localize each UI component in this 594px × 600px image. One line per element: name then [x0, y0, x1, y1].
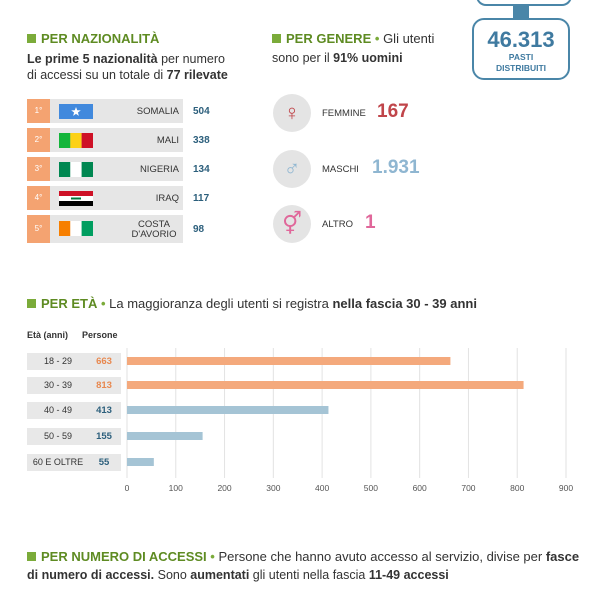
male-symbol-icon: ♂: [273, 150, 311, 188]
meals-label-2: DISTRIBUITI: [495, 63, 547, 73]
gender-desc: sono per il 91% uomini: [272, 51, 403, 65]
nationality-row-iraq: 4° IRAQ: [27, 186, 183, 210]
age-row: 18 - 29 663: [27, 353, 121, 370]
green-square-icon: [27, 552, 36, 561]
badge-stem: [513, 6, 529, 20]
gender-value-other: 1: [365, 212, 376, 233]
nationality-row-ivory-coast: 5° COSTA D'AVORIO: [27, 215, 183, 243]
iraq-flag-icon: [59, 191, 93, 206]
nationality-row-somalia: 1° SOMALIA: [27, 99, 183, 123]
age-row: 40 - 49 413: [27, 402, 121, 419]
age-column-header: Età (anni): [27, 330, 69, 340]
age-range-label: 18 - 29: [43, 356, 73, 366]
ivory-coast-flag-icon: [59, 221, 93, 236]
x-tick-label: 400: [315, 483, 329, 493]
green-square-icon: [272, 34, 281, 43]
green-square-icon: [27, 34, 36, 43]
nationality-name: NIGERIA: [139, 164, 179, 175]
age-value-label: 413: [96, 405, 112, 416]
persons-column-header: Persone: [82, 330, 118, 340]
gender-title: PER GENERE • Gli utenti: [272, 31, 434, 47]
age-value-label: 155: [96, 431, 112, 442]
female-symbol-icon: ♀: [273, 94, 311, 132]
meals-count: 46.313: [487, 27, 555, 52]
mali-flag-icon: [59, 133, 93, 148]
nationality-value: 117: [193, 193, 210, 204]
nigeria-flag-icon: [59, 162, 93, 177]
x-tick-label: 100: [169, 483, 183, 493]
rank-badge: 4°: [27, 186, 50, 210]
nationality-desc-1: Le prime 5 nazionalità per numero: [27, 52, 225, 66]
somalia-flag-icon: [59, 104, 93, 119]
nationality-value: 338: [193, 135, 210, 146]
other-gender-symbol-icon: ⚥: [273, 205, 311, 243]
nationality-title: PER NAZIONALITÀ: [27, 31, 159, 47]
age-range-label: 60 E OLTRE: [32, 457, 84, 467]
age-row: 60 E OLTRE 55: [27, 454, 121, 471]
x-tick-label: 500: [364, 483, 378, 493]
gender-label-other: ALTRO: [322, 219, 353, 230]
nationality-value: 98: [193, 224, 205, 235]
x-tick-label: 600: [413, 483, 427, 493]
age-value-label: 813: [96, 380, 112, 391]
age-row: 30 - 39 813: [27, 377, 121, 394]
age-range-label: 50 - 59: [43, 431, 73, 441]
age-range-label: 40 - 49: [43, 405, 73, 415]
rank-badge: 5°: [27, 215, 50, 243]
accesses-desc: di numero di accessi. Sono aumentati gli…: [27, 568, 449, 582]
x-tick-label: 800: [510, 483, 524, 493]
age-bar: [127, 381, 524, 389]
gender-label-female: FEMMINE: [322, 108, 366, 119]
age-bar: [127, 432, 203, 440]
nationality-name: MALI: [156, 135, 179, 146]
gender-value-male: 1.931: [372, 157, 420, 178]
nationality-row-mali: 2° MALI: [27, 128, 183, 152]
x-tick-label: 0: [125, 483, 130, 493]
nationality-row-nigeria: 3° NIGERIA: [27, 157, 183, 181]
rank-badge: 3°: [27, 157, 50, 181]
nationality-desc-2: di accessi su un totale di 77 rilevate: [27, 68, 228, 82]
meals-label-1: PASTI: [508, 52, 534, 62]
age-bar: [127, 406, 329, 414]
rank-badge: 2°: [27, 128, 50, 152]
nationality-name: COSTA D'AVORIO: [131, 219, 177, 240]
x-tick-label: 300: [266, 483, 280, 493]
nationality-value: 504: [193, 106, 210, 117]
nationality-name: IRAQ: [155, 193, 179, 204]
x-tick-label: 900: [559, 483, 573, 493]
meals-stat-badge: 46.313 PASTI DISTRIBUITI: [472, 18, 570, 80]
age-value-label: 55: [98, 457, 110, 468]
gender-label-male: MASCHI: [322, 164, 359, 175]
age-bar: [127, 458, 154, 466]
nationality-value: 134: [193, 164, 210, 175]
nationality-name: SOMALIA: [136, 106, 179, 117]
rank-badge: 1°: [27, 99, 50, 123]
x-tick-label: 700: [461, 483, 475, 493]
green-square-icon: [27, 299, 36, 308]
gender-value-female: 167: [377, 101, 409, 122]
x-tick-label: 200: [217, 483, 231, 493]
accesses-title: PER NUMERO DI ACCESSI • Persone che hann…: [27, 549, 579, 565]
age-value-label: 663: [96, 356, 112, 367]
age-title: PER ETÀ • La maggioranza degli utenti si…: [27, 296, 477, 312]
age-range-label: 30 - 39: [43, 380, 73, 390]
age-row: 50 - 59 155: [27, 428, 121, 445]
age-bar: [127, 357, 451, 365]
